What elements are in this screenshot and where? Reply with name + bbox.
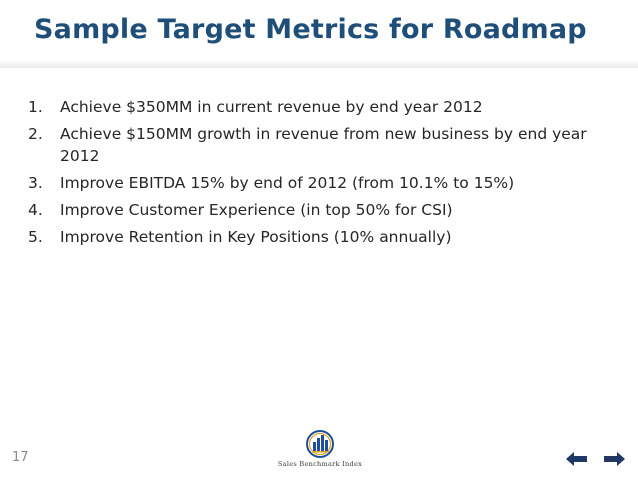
list-item-text: Achieve $350MM in current revenue by end…	[60, 98, 483, 116]
list-item: 5. Improve Retention in Key Positions (1…	[28, 226, 588, 248]
list-item-text: Improve Customer Experience (in top 50% …	[60, 201, 453, 219]
company-logo: Sales Benchmark Index	[275, 430, 365, 474]
list-item-number: 4.	[28, 201, 43, 219]
list-item-number: 3.	[28, 174, 43, 192]
arrow-right-icon[interactable]	[603, 452, 625, 466]
list-item-text: Improve EBITDA 15% by end of 2012 (from …	[60, 174, 515, 192]
list-item-number: 5.	[28, 228, 43, 246]
list-item-number: 2.	[28, 125, 43, 143]
logo-caption: Sales Benchmark Index	[277, 460, 363, 468]
list-item-number: 1.	[28, 98, 43, 116]
list-item-text: Achieve $150MM growth in revenue from ne…	[60, 125, 587, 165]
list-item-text: Improve Retention in Key Positions (10% …	[60, 228, 452, 246]
arrow-left-icon[interactable]	[566, 452, 588, 466]
list-item: 4. Improve Customer Experience (in top 5…	[28, 199, 588, 221]
metrics-list: 1. Achieve $350MM in current revenue by …	[28, 96, 588, 253]
title-band: Sample Target Metrics for Roadmap	[0, 0, 638, 68]
list-item: 1. Achieve $350MM in current revenue by …	[28, 96, 588, 118]
slide-title: Sample Target Metrics for Roadmap	[34, 14, 587, 45]
list-item: 2. Achieve $150MM growth in revenue from…	[28, 123, 588, 167]
list-item: 3. Improve EBITDA 15% by end of 2012 (fr…	[28, 172, 588, 194]
slide-number: 17	[12, 450, 29, 465]
bar-chart-seal-icon	[306, 430, 334, 458]
